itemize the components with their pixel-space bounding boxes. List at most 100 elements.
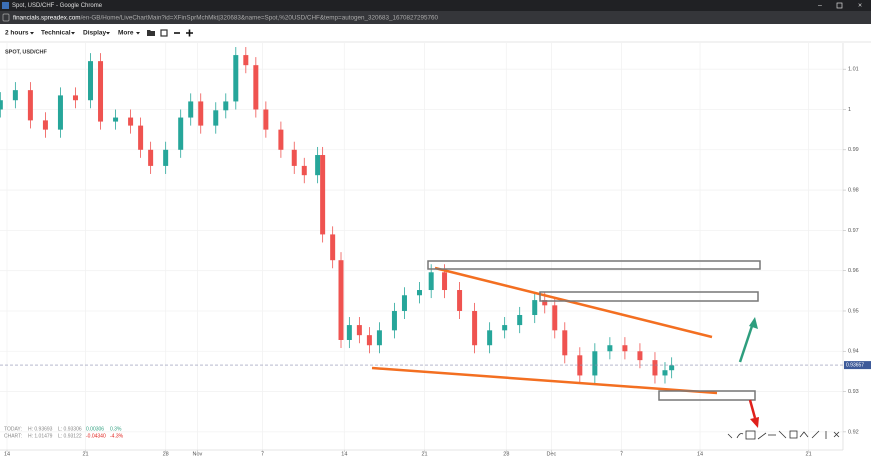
- candle-body: [542, 300, 548, 306]
- down-arrow-head: [750, 417, 759, 428]
- y-tick-label: 0.94: [848, 349, 859, 355]
- x-tick-label: Dec: [547, 451, 557, 457]
- candle-body: [163, 149, 169, 166]
- stat-change: -0.04340: [86, 433, 106, 439]
- candle-body: [502, 325, 508, 331]
- zoom-in[interactable]: [186, 29, 193, 37]
- x-tick-label: 21: [82, 451, 88, 457]
- candle-body: [320, 155, 326, 235]
- candle-body: [487, 330, 493, 346]
- stat-low: L: 0.93122: [58, 433, 82, 439]
- y-tick-label: 1.01: [848, 67, 859, 73]
- candle-body: [401, 295, 407, 311]
- candle-body: [0, 100, 3, 110]
- candle-body: [637, 351, 643, 361]
- save-icon[interactable]: [160, 29, 168, 37]
- candle-body: [338, 260, 344, 340]
- lower-trend-line: [371, 366, 718, 395]
- tool-grid[interactable]: [745, 430, 756, 440]
- toolbar-item[interactable]: Display: [83, 30, 107, 37]
- candle-body: [223, 101, 229, 111]
- candle-body: [622, 345, 628, 352]
- candle-body: [552, 305, 558, 331]
- dropdown-caret: [136, 32, 140, 35]
- tool-fib[interactable]: [811, 430, 820, 439]
- y-tick-label: 0.92: [848, 429, 859, 435]
- toolbar-item[interactable]: More: [118, 30, 134, 37]
- candle-body: [138, 125, 144, 150]
- y-tick-label: 0.99: [848, 147, 859, 153]
- chart-title: SPOT, USD/CHF: [5, 49, 48, 55]
- x-tick-label: 14: [4, 451, 10, 457]
- stat-label: CHART:: [4, 433, 22, 439]
- minimize[interactable]: –: [818, 2, 822, 9]
- candle-body: [253, 65, 259, 110]
- candle-body: [330, 234, 336, 261]
- candle-body: [662, 370, 668, 376]
- candle-body: [391, 310, 397, 331]
- tool-close[interactable]: [833, 431, 840, 438]
- stat-change-pct: 0.3%: [110, 426, 122, 432]
- close-window[interactable]: ×: [858, 2, 862, 9]
- drawing-toolbar: [727, 430, 840, 440]
- candle-body: [27, 90, 33, 121]
- y-tick-label: 0.98: [848, 188, 859, 194]
- zones: [427, 260, 761, 401]
- open-icon[interactable]: [147, 30, 155, 36]
- url[interactable]: financials.spreadex.com/en-GB/Home/LiveC…: [13, 14, 439, 21]
- candle-body: [517, 315, 523, 326]
- x-tick-label: 28: [503, 451, 509, 457]
- plot-area: [0, 43, 843, 450]
- x-tick-label: 21: [421, 451, 427, 457]
- candle-body: [213, 110, 219, 126]
- x-tick-label: Nov: [192, 451, 202, 457]
- favicon: [2, 2, 9, 9]
- candle-body: [315, 155, 321, 176]
- url-path: /en-GB/Home/LiveChartMain?id=XFinSprMchM…: [81, 14, 439, 21]
- candle-body: [243, 55, 249, 66]
- lock-icon: [2, 13, 10, 22]
- resistance-zone: [427, 260, 761, 270]
- candle-body: [57, 95, 63, 130]
- candle-body: [442, 272, 448, 291]
- upper-trend-line: [434, 266, 713, 339]
- candle-body: [148, 149, 154, 166]
- stat-high: H: 0.93693: [28, 426, 53, 432]
- toolbar-item[interactable]: 2 hours: [5, 30, 29, 37]
- tool-triangle[interactable]: [799, 431, 809, 438]
- down-arrow: [748, 399, 757, 419]
- candle-body: [607, 345, 613, 352]
- maximize[interactable]: [836, 2, 843, 9]
- toolbar: [0, 24, 871, 42]
- tool-pointer[interactable]: [727, 433, 733, 439]
- candle-body: [562, 330, 568, 356]
- candle-body: [198, 101, 204, 126]
- candle-body: [416, 290, 422, 296]
- candle-body: [376, 330, 382, 346]
- candle-body: [188, 101, 194, 118]
- candle-body: [457, 290, 463, 311]
- candle-body: [472, 310, 478, 346]
- candle-body: [592, 351, 598, 376]
- candle-body: [72, 95, 78, 101]
- tool-line[interactable]: [757, 432, 767, 440]
- tool-rect[interactable]: [789, 430, 798, 439]
- tool-pen[interactable]: [736, 433, 744, 439]
- candle-body: [128, 117, 134, 126]
- candle-body: [652, 360, 658, 376]
- last-price-box: [844, 361, 871, 370]
- x-tick-label: 7: [261, 451, 264, 457]
- candle-body: [42, 120, 48, 130]
- x-tick-label: 28: [163, 451, 169, 457]
- window-title: Spot, USD/CHF - Google Chrome: [12, 3, 103, 9]
- dropdown-caret: [30, 32, 34, 35]
- dropdown-caret: [106, 32, 110, 35]
- toolbar-item[interactable]: Technical: [41, 30, 71, 37]
- url-domain: financials.spreadex.com: [13, 14, 81, 21]
- last-price-label: 0.93657: [846, 362, 864, 368]
- tool-ray[interactable]: [778, 430, 787, 439]
- y-tick-label: 0.95: [848, 308, 859, 314]
- candle-body: [263, 109, 269, 130]
- x-tick-label: 21: [806, 451, 812, 457]
